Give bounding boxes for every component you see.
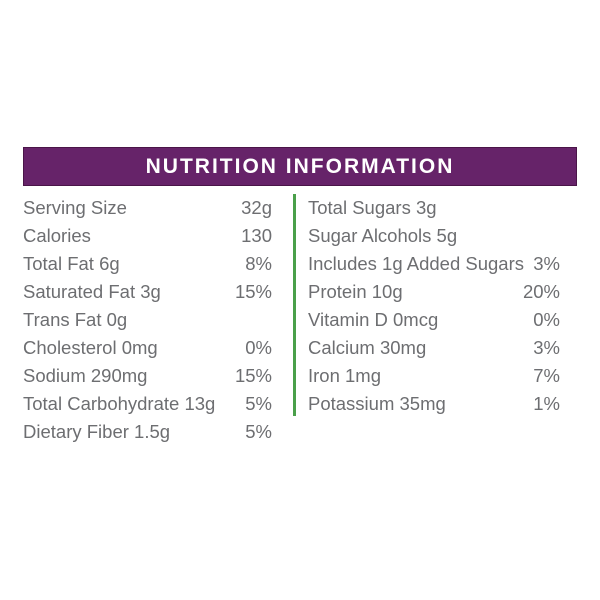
- nutrient-label: Protein 10g: [308, 281, 403, 302]
- nutrition-row-added-sugars: Includes 1g Added Sugars 3%: [308, 250, 560, 278]
- nutrition-row-dietary-fiber: Dietary Fiber 1.5g 5%: [23, 418, 272, 446]
- nutrition-row-cholesterol: Cholesterol 0mg 0%: [23, 334, 272, 362]
- nutrient-label: Total Fat 6g: [23, 253, 120, 274]
- nutrition-row-total-carbohydrate: Total Carbohydrate 13g 5%: [23, 390, 272, 418]
- nutrient-value: 8%: [245, 253, 272, 274]
- nutrient-label: Calories: [23, 225, 91, 246]
- nutrient-label: Sugar Alcohols 5g: [308, 225, 458, 246]
- nutrition-column-left: Serving Size 32g Calories 130 Total Fat …: [23, 194, 272, 446]
- nutrient-value: 5%: [245, 421, 272, 442]
- nutrient-value: 0%: [245, 337, 272, 358]
- nutrient-label: Serving Size: [23, 197, 127, 218]
- nutrient-value: 0%: [533, 309, 560, 330]
- nutrition-row-potassium: Potassium 35mg 1%: [308, 390, 560, 418]
- nutrition-column-right: Total Sugars 3g Sugar Alcohols 5g Includ…: [308, 194, 560, 446]
- nutrition-row-trans-fat: Trans Fat 0g: [23, 306, 272, 334]
- nutrition-row-total-fat: Total Fat 6g 8%: [23, 250, 272, 278]
- nutrition-row-sodium: Sodium 290mg 15%: [23, 362, 272, 390]
- nutrition-row-vitamin-d: Vitamin D 0mcg 0%: [308, 306, 560, 334]
- nutrient-label: Potassium 35mg: [308, 393, 446, 414]
- nutrition-row-calories: Calories 130: [23, 222, 272, 250]
- nutrition-row-iron: Iron 1mg 7%: [308, 362, 560, 390]
- nutrient-value: 130: [241, 225, 272, 246]
- nutrient-label: Iron 1mg: [308, 365, 382, 386]
- nutrient-value: 15%: [234, 365, 272, 386]
- nutrient-label: Total Sugars 3g: [308, 197, 437, 218]
- nutrient-label: Calcium 30mg: [308, 337, 427, 358]
- nutrient-value: 5%: [245, 393, 272, 414]
- nutrition-columns: Serving Size 32g Calories 130 Total Fat …: [23, 194, 577, 446]
- nutrition-header-title: NUTRITION INFORMATION: [145, 154, 455, 178]
- nutrient-value: 15%: [234, 281, 272, 302]
- nutrient-value: 7%: [533, 365, 560, 386]
- nutrition-row-calcium: Calcium 30mg 3%: [308, 334, 560, 362]
- nutrient-label: Cholesterol 0mg: [23, 337, 158, 358]
- nutrition-panel: NUTRITION INFORMATION Serving Size 32g C…: [23, 147, 577, 446]
- nutrient-label: Saturated Fat 3g: [23, 281, 161, 302]
- nutrition-row-total-sugars: Total Sugars 3g: [308, 194, 560, 222]
- nutrient-label: Vitamin D 0mcg: [308, 309, 439, 330]
- nutrient-label: Total Carbohydrate 13g: [23, 393, 216, 414]
- nutrition-row-saturated-fat: Saturated Fat 3g 15%: [23, 278, 272, 306]
- nutrition-row-sugar-alcohols: Sugar Alcohols 5g: [308, 222, 560, 250]
- nutrient-value: 3%: [533, 253, 560, 274]
- nutrient-label: Dietary Fiber 1.5g: [23, 421, 171, 442]
- nutrient-label: Includes 1g Added Sugars: [308, 253, 524, 274]
- nutrition-header: NUTRITION INFORMATION: [23, 147, 577, 186]
- nutrition-row-protein: Protein 10g 20%: [308, 278, 560, 306]
- nutrient-value: 20%: [522, 281, 560, 302]
- nutrient-label: Trans Fat 0g: [23, 309, 128, 330]
- nutrient-value: 32g: [241, 197, 272, 218]
- nutrient-value: 1%: [533, 393, 560, 414]
- nutrient-label: Sodium 290mg: [23, 365, 148, 386]
- nutrient-value: 3%: [533, 337, 560, 358]
- nutrition-row-serving-size: Serving Size 32g: [23, 194, 272, 222]
- column-divider: [293, 194, 296, 416]
